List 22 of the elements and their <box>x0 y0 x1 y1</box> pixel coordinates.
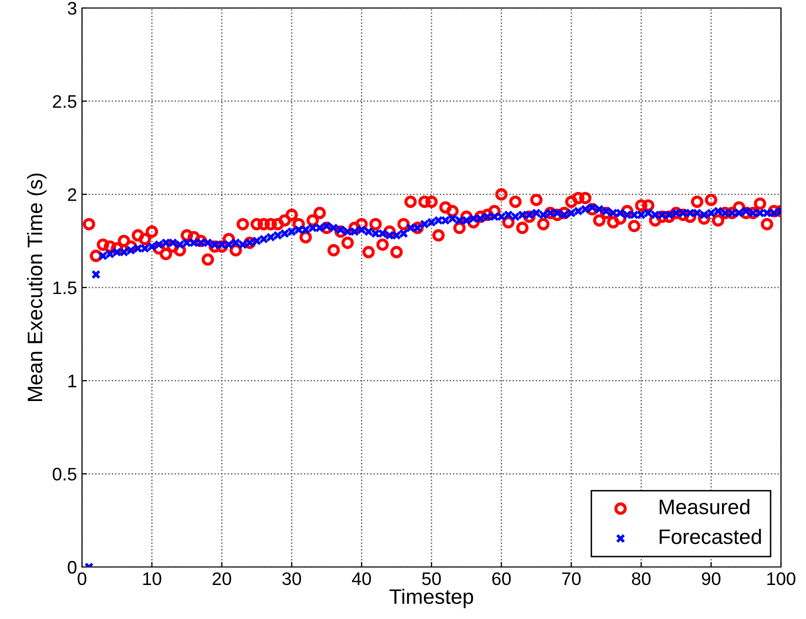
y-tick-label: 1.5 <box>53 282 76 294</box>
y-tick-label: 2 <box>68 188 76 201</box>
x-tick-label: 50 <box>422 572 441 586</box>
x-tick-label: 100 <box>767 572 796 586</box>
y-tick-label: 1 <box>68 374 76 388</box>
x-tick-label: 70 <box>562 572 581 586</box>
legend-label: Forecasted <box>660 528 761 544</box>
y-tick-label: 0 <box>68 560 76 574</box>
x-tick-label: 10 <box>143 572 162 586</box>
x-tick-label: 40 <box>352 572 371 586</box>
y-tick-label: 3 <box>68 2 76 15</box>
x-tick-label: 0 <box>78 572 86 586</box>
x-tick-label: 20 <box>212 572 232 586</box>
y-tick-label: 0.5 <box>52 468 76 481</box>
x-tick-label: 80 <box>632 572 651 586</box>
x-tick-label: 60 <box>492 572 511 586</box>
legend-label: Measured <box>660 498 750 514</box>
x-tick-label: 90 <box>702 572 720 586</box>
x-tick-label: 30 <box>282 572 302 586</box>
x-axis-title: Timestep <box>390 588 474 608</box>
y-axis-title: Mean Execution Time (s) <box>27 174 46 401</box>
y-tick-label: 2.5 <box>52 95 76 108</box>
